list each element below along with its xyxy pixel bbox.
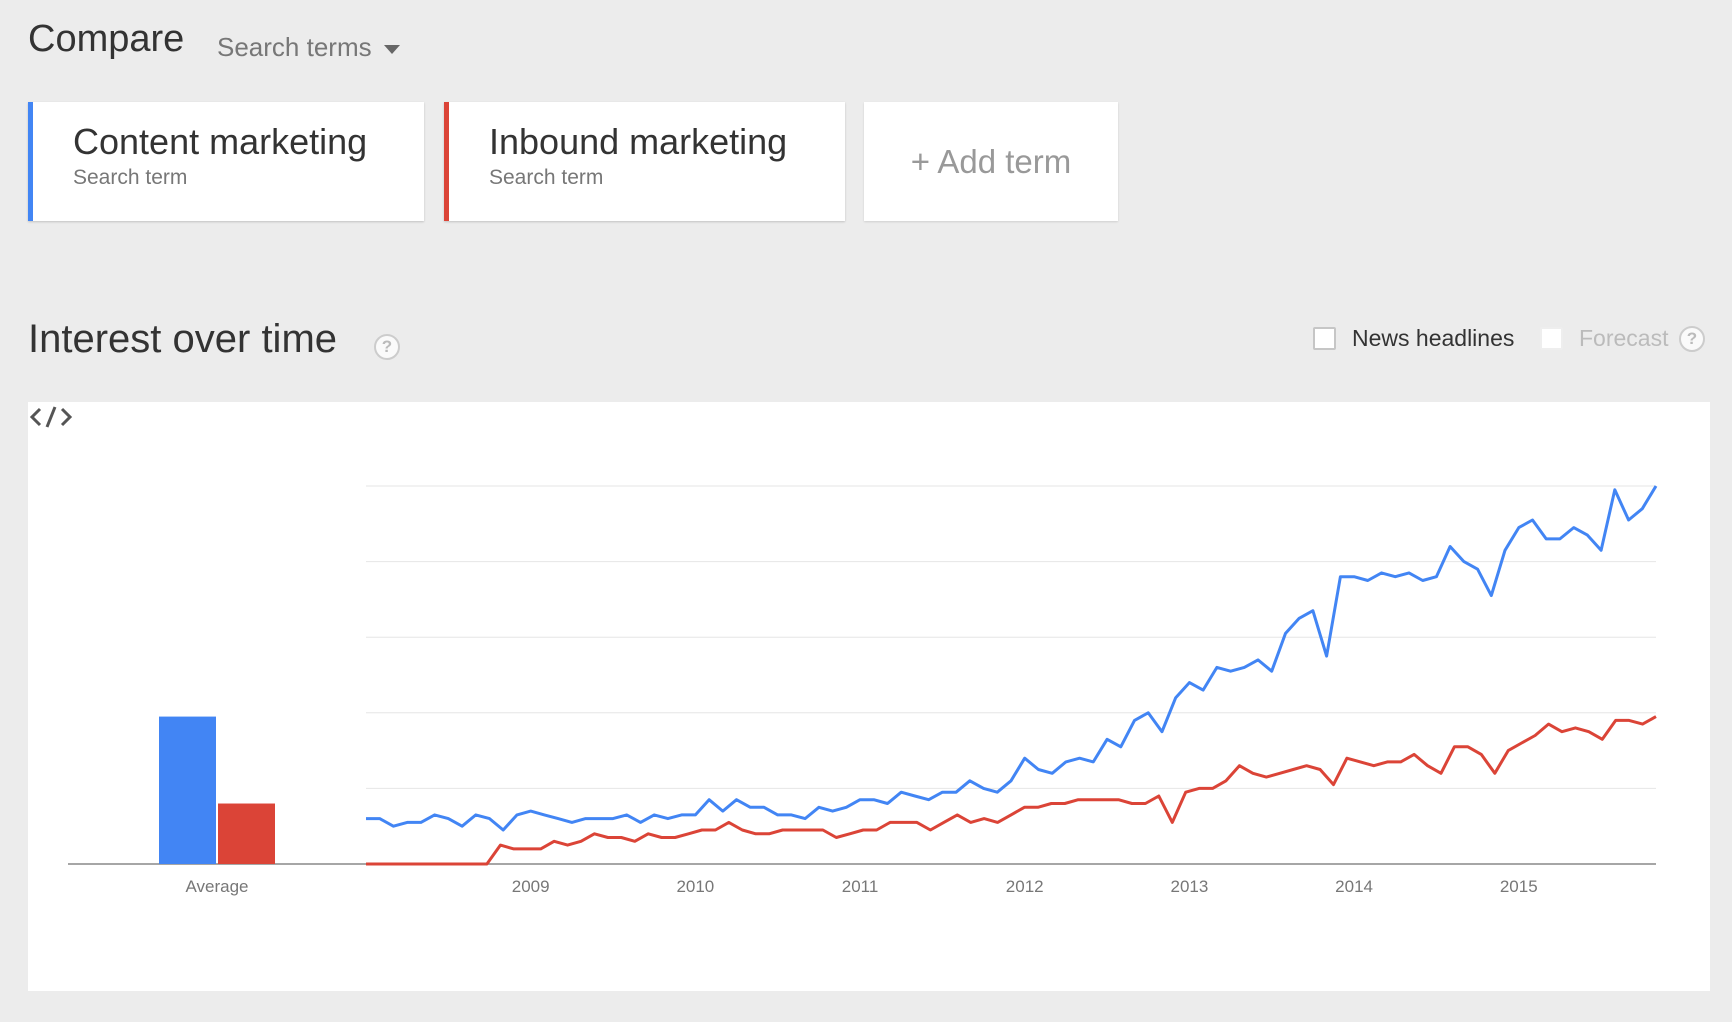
x-tick-label: 2009 xyxy=(512,877,550,896)
search-terms-dropdown[interactable]: Search terms xyxy=(217,32,400,63)
term-name: Content marketing xyxy=(73,121,368,162)
help-icon[interactable]: ? xyxy=(374,334,400,360)
forecast-label: Forecast xyxy=(1579,325,1669,351)
news-headlines-checkbox[interactable] xyxy=(1313,327,1336,350)
add-term-button[interactable]: + Add term xyxy=(864,102,1118,221)
x-tick-label: 2014 xyxy=(1335,877,1373,896)
x-tick-label: 2011 xyxy=(842,877,879,896)
term-card-content-marketing[interactable]: Content marketing Search term xyxy=(28,102,424,221)
x-tick-label: 2015 xyxy=(1500,877,1538,896)
section-title: Interest over time xyxy=(28,317,338,361)
news-headlines-label: News headlines xyxy=(1352,325,1515,351)
average-bar xyxy=(159,716,216,864)
x-tick-label: 2012 xyxy=(1006,877,1044,896)
forecast-checkbox xyxy=(1540,327,1563,350)
x-tick-label: 2010 xyxy=(676,877,714,896)
forecast-option: Forecast xyxy=(1540,325,1668,352)
term-type: Search term xyxy=(489,166,604,189)
average-label: Average xyxy=(185,877,248,896)
forecast-help-icon[interactable]: ? xyxy=(1679,326,1705,352)
caret-down-icon xyxy=(383,45,400,54)
embed-code-icon[interactable] xyxy=(28,402,74,432)
average-bar xyxy=(218,803,275,864)
term-type: Search term xyxy=(73,166,188,189)
term-card-inbound-marketing[interactable]: Inbound marketing Search term xyxy=(444,102,845,221)
interest-over-time-chart: Average 2009 2010 2011 2012 2013 2014 2015 xyxy=(28,402,1710,991)
search-terms-dropdown-label: Search terms xyxy=(217,32,372,62)
news-headlines-option[interactable]: News headlines xyxy=(1313,325,1514,352)
chart-svg: Average 2009 2010 2011 2012 2013 2014 2015 xyxy=(68,485,1658,896)
term-name: Inbound marketing xyxy=(489,121,788,162)
series-line xyxy=(366,485,1658,832)
x-tick-label: 2013 xyxy=(1170,877,1208,896)
series-line xyxy=(366,715,1657,866)
compare-title: Compare xyxy=(28,18,185,60)
